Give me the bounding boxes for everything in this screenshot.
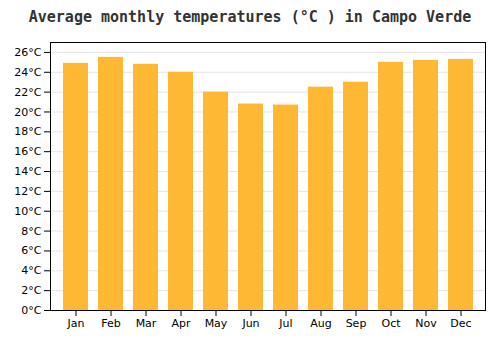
svg-text:Oct: Oct	[381, 317, 401, 330]
svg-text:18°C: 18°C	[14, 125, 41, 138]
svg-text:Feb: Feb	[101, 317, 120, 330]
svg-text:Dec: Dec	[450, 317, 471, 330]
svg-text:26°C: 26°C	[14, 46, 41, 59]
svg-text:6°C: 6°C	[21, 244, 41, 257]
svg-text:Aug: Aug	[310, 317, 331, 330]
svg-text:20°C: 20°C	[14, 106, 41, 119]
html-text:Average monthly temperatures (: Average monthly temperatures (°C ) in Ca…	[28, 8, 472, 26]
svg-text:16°C: 16°C	[14, 145, 41, 158]
svg-text:Mar: Mar	[136, 317, 157, 330]
svg-text:22°C: 22°C	[14, 86, 41, 99]
svg-text:Nov: Nov	[415, 317, 437, 330]
svg-text:8°C: 8°C	[21, 225, 41, 238]
svg-text:Apr: Apr	[171, 317, 191, 330]
svg-text:Sep: Sep	[346, 317, 367, 330]
svg-text:Jan: Jan	[67, 317, 85, 330]
svg-text:Jul: Jul	[278, 317, 292, 330]
svg-text:10°C: 10°C	[14, 205, 41, 218]
svg-text:14°C: 14°C	[14, 165, 41, 178]
svg-text:12°C: 12°C	[14, 185, 41, 198]
svg-text:4°C: 4°C	[21, 264, 41, 277]
svg-text:0°C: 0°C	[21, 304, 41, 317]
svg-text:Jun: Jun	[241, 317, 259, 330]
svg-text:May: May	[205, 317, 228, 330]
svg-text:24°C: 24°C	[14, 66, 41, 79]
svg-text:2°C: 2°C	[21, 284, 41, 297]
